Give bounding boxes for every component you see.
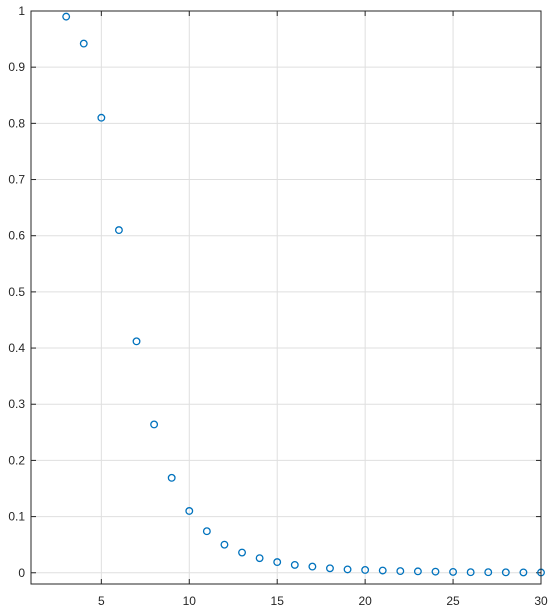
y-tick-label: 0.9 [8,60,25,74]
data-point [273,558,282,567]
data-point [114,226,123,235]
data-point [79,39,88,48]
y-tick-label: 0.4 [8,341,25,355]
data-point [220,540,229,549]
data-point [202,527,211,536]
data-point [396,567,405,576]
y-tick-label: 0.8 [8,116,25,130]
y-tick-labels: 0 0.1 0.2 0.3 0.4 0.5 0.6 0.7 0.8 0.9 1 [8,4,25,580]
x-tick-label: 15 [271,594,285,608]
x-tick-label: 30 [534,594,548,608]
data-point [308,562,317,571]
data-point [378,566,387,575]
y-tick-label: 0.1 [8,510,25,524]
data-point [132,337,141,346]
x-tick-label: 20 [358,594,372,608]
x-tick-label: 10 [183,594,197,608]
y-tick-label: 0.3 [8,397,25,411]
data-point [238,548,246,557]
data-point [501,568,510,577]
data-point [97,113,106,122]
data-point [255,554,264,563]
x-tick-label: 5 [98,594,105,608]
data-point [62,12,71,21]
data-point [484,568,493,577]
x-tick-labels: 5 10 15 20 25 30 [98,594,548,608]
y-tick-label: 0.5 [8,285,25,299]
grid-lines [31,10,542,584]
y-tick-label: 1 [18,4,25,18]
data-point [449,567,458,576]
data-point [167,473,176,482]
data-point [519,568,528,577]
data-point [361,566,370,574]
axes-box [30,10,542,585]
data-point [150,420,159,429]
data-point [185,507,194,515]
data-point [466,568,475,577]
data-point [343,565,352,574]
y-tick-label: 0.6 [8,229,25,243]
data-point [431,567,440,576]
data-points [62,12,545,577]
data-point [326,564,334,573]
y-tick-label: 0 [18,566,25,580]
data-point [290,560,299,569]
x-tick-label: 25 [446,594,460,608]
y-tick-label: 0.7 [8,173,25,187]
data-point [413,567,422,576]
y-tick-label: 0.2 [8,453,25,467]
tick-marks [31,10,542,584]
